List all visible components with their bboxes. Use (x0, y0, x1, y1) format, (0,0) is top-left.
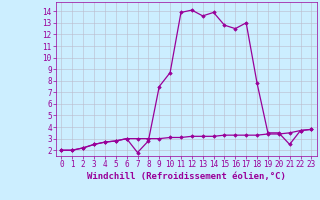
X-axis label: Windchill (Refroidissement éolien,°C): Windchill (Refroidissement éolien,°C) (87, 172, 286, 181)
